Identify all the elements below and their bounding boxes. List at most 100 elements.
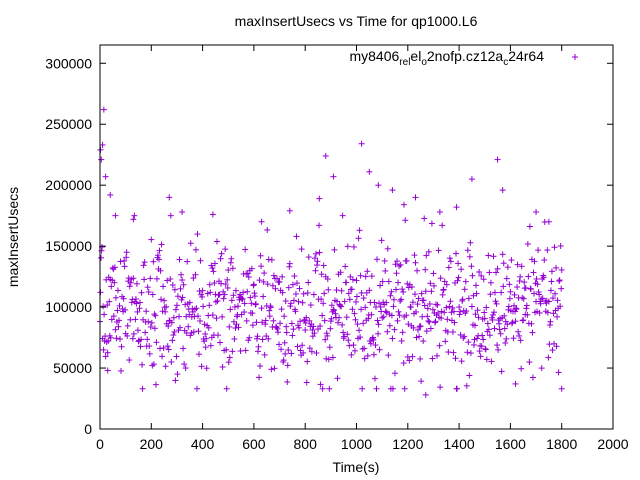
- data-point: [108, 283, 115, 290]
- data-point: [339, 212, 346, 219]
- data-point: [509, 319, 516, 326]
- data-point: [350, 342, 357, 349]
- data-point: [373, 385, 380, 392]
- data-point: [177, 285, 184, 292]
- data-point: [207, 342, 214, 349]
- data-point: [169, 281, 176, 288]
- data-point: [174, 371, 181, 378]
- data-point: [275, 329, 282, 336]
- x-axis: 0 200 400 600 800 1000 1200 1400 1600 1800 2000: [96, 45, 629, 452]
- data-point: [180, 345, 187, 352]
- data-point: [279, 273, 286, 280]
- legend-marker-plus: [572, 54, 578, 60]
- legend-label-part1: my8406: [349, 48, 399, 64]
- data-point: [465, 295, 472, 302]
- data-point: [554, 313, 561, 320]
- data-point: [289, 332, 296, 339]
- data-point-outlier: [100, 106, 107, 113]
- data-point: [264, 281, 271, 288]
- data-point: [334, 298, 341, 305]
- data-point: [121, 257, 128, 264]
- data-point: [411, 291, 418, 298]
- data-point: [477, 353, 484, 360]
- data-point: [443, 281, 450, 288]
- data-point: [283, 323, 290, 330]
- data-point: [393, 270, 400, 277]
- data-point: [470, 341, 477, 348]
- data-point: [486, 332, 493, 339]
- data-point: [292, 308, 299, 315]
- data-point: [230, 292, 237, 299]
- data-point-outlier: [166, 194, 173, 201]
- data-point: [309, 333, 316, 340]
- x-tick-label: 600: [242, 436, 266, 452]
- data-point: [324, 276, 331, 283]
- data-point: [115, 317, 122, 324]
- data-point: [182, 301, 189, 308]
- x-tick-label: 0: [96, 436, 104, 452]
- data-point: [500, 283, 507, 290]
- data-point: [343, 279, 350, 286]
- data-point: [490, 309, 497, 316]
- data-point-outlier: [112, 212, 119, 219]
- data-point: [112, 294, 119, 301]
- data-point: [547, 318, 554, 325]
- data-point: [538, 365, 545, 372]
- data-point: [320, 300, 327, 307]
- data-point: [518, 365, 525, 372]
- data-point: [194, 313, 201, 320]
- data-point: [150, 361, 157, 368]
- data-point-outlier: [107, 191, 114, 198]
- data-point: [463, 308, 470, 315]
- data-point: [487, 279, 494, 286]
- data-point: [203, 335, 210, 342]
- data-point: [406, 357, 413, 364]
- data-point: [303, 314, 310, 321]
- data-point: [390, 303, 397, 310]
- data-point: [318, 296, 325, 303]
- data-point: [209, 312, 216, 319]
- data-point: [148, 319, 155, 326]
- data-point: [134, 308, 141, 315]
- data-point: [391, 326, 398, 333]
- data-point-outlier: [358, 140, 365, 147]
- data-point: [494, 265, 501, 272]
- data-point: [147, 275, 154, 282]
- data-point: [228, 297, 235, 304]
- x-tick-label: 200: [140, 436, 164, 452]
- data-point: [398, 296, 405, 303]
- data-point: [122, 306, 129, 313]
- data-point: [475, 314, 482, 321]
- data-point: [257, 252, 264, 259]
- data-point: [306, 317, 313, 324]
- data-point: [455, 260, 462, 267]
- data-point: [154, 252, 161, 259]
- data-point: [553, 343, 560, 350]
- data-point: [376, 300, 383, 307]
- data-point: [425, 248, 432, 255]
- data-point: [315, 326, 322, 333]
- data-point-outlier: [104, 367, 111, 374]
- data-point: [282, 298, 289, 305]
- data-point: [417, 323, 424, 330]
- data-point: [448, 309, 455, 316]
- data-point: [305, 254, 312, 261]
- data-point: [224, 276, 231, 283]
- data-point: [249, 322, 256, 329]
- data-point: [371, 375, 378, 382]
- data-point: [395, 279, 402, 286]
- data-point: [520, 317, 527, 324]
- data-point: [256, 277, 263, 284]
- data-point: [368, 273, 375, 280]
- data-point: [352, 316, 359, 323]
- data-point: [495, 346, 502, 353]
- data-point: [312, 250, 319, 257]
- data-point: [485, 252, 492, 259]
- x-tick-label: 800: [294, 436, 318, 452]
- data-point: [416, 333, 423, 340]
- data-point: [161, 297, 168, 304]
- data-point: [474, 307, 481, 314]
- data-point: [376, 346, 383, 353]
- data-point: [281, 339, 288, 346]
- data-point: [386, 311, 393, 318]
